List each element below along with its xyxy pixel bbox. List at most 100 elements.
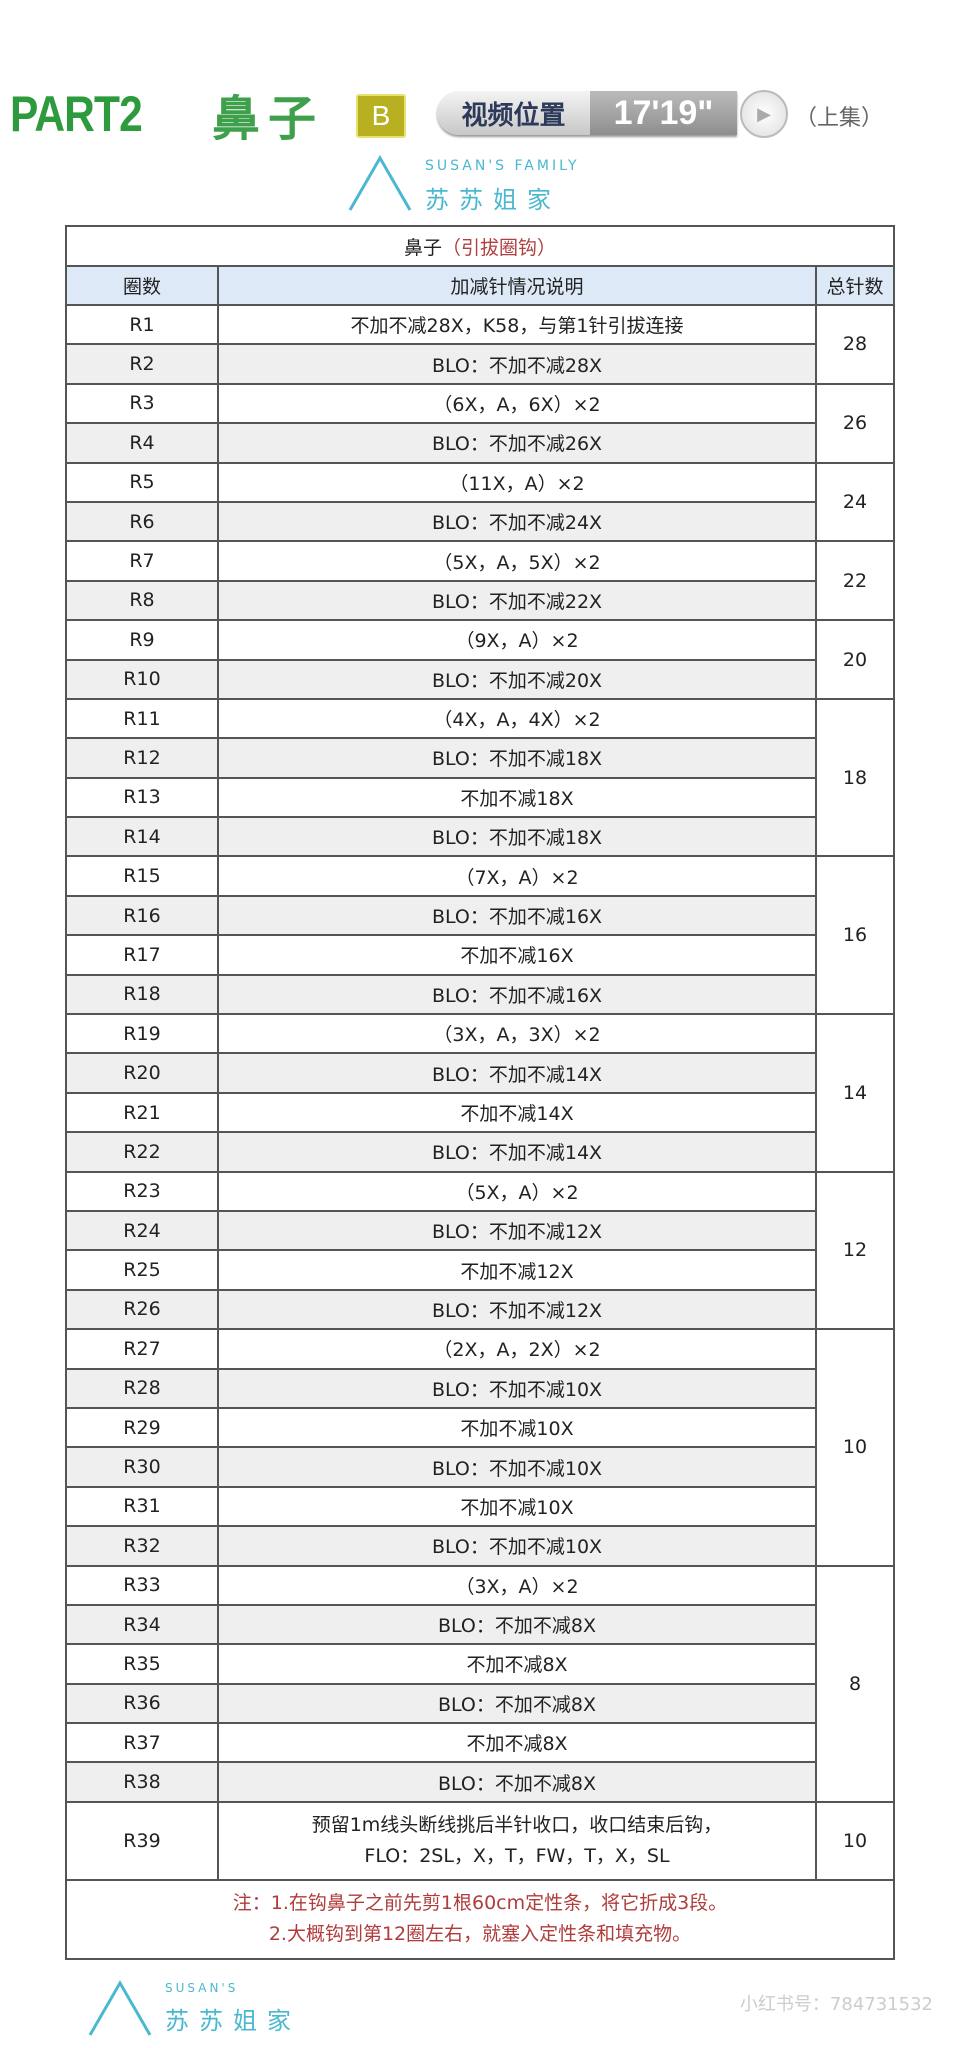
instruction-line: BLO：不加不减14X <box>431 1063 603 1086</box>
total-stitches-cell: 22 <box>815 540 895 622</box>
round-cell: R31 <box>65 1485 219 1528</box>
table-row: R38 BLO：不加不减8X <box>65 1761 894 1803</box>
instruction-line: BLO：不加不减8X <box>437 1615 596 1638</box>
table-row: R36 BLO：不加不减8X <box>65 1682 894 1725</box>
instruction-cell: BLO：不加不减12X <box>217 1288 817 1331</box>
table-row: R19 （3X，A，3X）×2 14 <box>65 1013 895 1173</box>
total-stitches-cell: 28 <box>815 304 895 385</box>
table-row: R37 不加不减8X <box>65 1722 894 1764</box>
round-cell: R8 <box>65 579 219 622</box>
round-cell: R24 <box>65 1209 219 1252</box>
instruction-cell: （6X，A，6X）×2 <box>217 382 817 425</box>
round-cell: R12 <box>65 737 219 779</box>
table-row: R16 BLO：不加不减16X <box>65 894 894 937</box>
instruction-cell: BLO：不加不减8X <box>217 1682 817 1725</box>
instruction-cell: （9X，A）×2 <box>217 619 817 661</box>
column-header-instructions: 加减针情况说明 <box>217 265 817 306</box>
instruction-cell: 不加不减12X <box>217 1249 817 1291</box>
round-cell: R11 <box>65 697 219 740</box>
round-cell: R26 <box>65 1288 219 1331</box>
round-cell: R38 <box>65 1761 219 1803</box>
round-cell: R25 <box>65 1249 219 1291</box>
table-row: R7 （5X，A，5X）×2 22 <box>65 540 895 622</box>
table-row: R12 BLO：不加不减18X <box>65 737 894 779</box>
round-cell: R28 <box>65 1367 219 1409</box>
instruction-cell: 不加不减14X <box>217 1091 817 1134</box>
instruction-cell: BLO：不加不减10X <box>217 1367 817 1409</box>
total-stitches-cell: 10 <box>815 1800 895 1881</box>
instruction-cell: 不加不减8X <box>217 1722 817 1764</box>
note-line: 2.大概钩到第12圈左右，就塞入定性条和填充物。 <box>268 1923 692 1946</box>
round-cell: R39 <box>65 1800 219 1881</box>
table-row: R11 （4X，A，4X）×2 18 <box>65 697 895 858</box>
table-row: R27 （2X，A，2X）×2 10 <box>65 1328 895 1567</box>
instruction-line: 不加不减18X <box>460 787 574 810</box>
table-row: R23 （5X，A）×2 12 <box>65 1170 895 1331</box>
round-cell: R7 <box>65 540 219 582</box>
total-stitches-cell: 18 <box>815 697 895 858</box>
instruction-cell: BLO：不加不减18X <box>217 737 817 779</box>
instruction-cell: BLO：不加不减18X <box>217 816 817 858</box>
instruction-line: （5X，A）×2 <box>455 1181 579 1204</box>
instruction-line: BLO：不加不减12X <box>431 1299 603 1322</box>
table-row: R24 BLO：不加不减12X <box>65 1209 894 1252</box>
part-name: 鼻子 <box>212 91 325 147</box>
instruction-cell: BLO：不加不减22X <box>217 579 817 622</box>
footer-watermark: 小红书号：784731532 <box>739 1994 933 2015</box>
table-row: R17 不加不减16X <box>65 934 894 976</box>
table-row: R35 不加不减8X <box>65 1643 894 1685</box>
table-row: R20 BLO：不加不减14X <box>65 1052 894 1094</box>
instruction-line: 预留1m线头断线挑后半针收口，收口结束后钩， <box>311 1814 723 1837</box>
instruction-cell: BLO：不加不减8X <box>217 1603 817 1646</box>
table-row: R2 BLO：不加不减28X <box>65 343 894 385</box>
table-row: R4 BLO：不加不减26X <box>65 422 894 464</box>
round-cell: R32 <box>65 1525 219 1567</box>
total-stitches-cell: 8 <box>815 1564 895 1803</box>
round-cell: R2 <box>65 343 219 385</box>
round-cell: R29 <box>65 1406 219 1449</box>
column-header-round: 圈数 <box>65 265 219 306</box>
instruction-line: BLO：不加不减8X <box>437 1772 596 1795</box>
notes-cell: 注：1.在钩鼻子之前先剪1根60cm定性条，将它折成3段。 2.大概钩到第12圈左… <box>65 1878 895 1960</box>
instruction-cell: （4X，A，4X）×2 <box>217 697 817 740</box>
round-cell: R21 <box>65 1091 219 1134</box>
table-row: R22 BLO：不加不减14X <box>65 1131 894 1173</box>
total-stitches-cell: 26 <box>815 382 895 464</box>
instruction-line: （6X，A，6X）×2 <box>433 393 601 416</box>
round-cell: R1 <box>65 303 219 346</box>
column-header-total: 总针数 <box>815 265 895 306</box>
total-stitches-cell: 12 <box>815 1170 895 1331</box>
instruction-line: （9X，A）×2 <box>455 630 579 653</box>
video-position-label: 视频位置 <box>461 100 566 131</box>
round-cell: R20 <box>65 1052 219 1094</box>
instruction-line: 不加不减12X <box>460 1260 574 1283</box>
table-row: R10 BLO：不加不减20X <box>65 658 894 700</box>
instruction-line: BLO：不加不减18X <box>431 827 603 850</box>
page-title: PART2 鼻子 <box>10 86 324 147</box>
round-cell: R16 <box>65 894 219 937</box>
table-row: R39 预留1m线头断线挑后半针收口，收口结束后钩， FLO：2SL，X，T，FW，… <box>65 1800 895 1881</box>
instruction-line: BLO：不加不减10X <box>431 1536 603 1559</box>
instruction-cell: 不加不减18X <box>217 776 817 819</box>
instruction-cell: 不加不减10X <box>217 1485 817 1528</box>
instruction-line: 不加不减8X <box>466 1654 568 1677</box>
instruction-line: BLO：不加不减16X <box>431 984 603 1007</box>
table-row: R5 （11X，A）×2 24 <box>65 461 895 543</box>
round-cell: R17 <box>65 934 219 976</box>
table-row: R18 BLO：不加不减16X <box>65 973 894 1016</box>
round-cell: R23 <box>65 1170 219 1212</box>
instruction-line: 不加不减28X，K58，与第1针引拔连接 <box>350 315 684 338</box>
part-label: PART2 <box>10 86 143 142</box>
round-cell: R13 <box>65 776 219 819</box>
table-row: R26 BLO：不加不减12X <box>65 1288 894 1331</box>
total-stitches-cell: 10 <box>815 1328 895 1567</box>
instruction-line: BLO：不加不减24X <box>431 512 603 535</box>
instruction-line: BLO：不加不减14X <box>431 1142 603 1165</box>
instruction-cell: 不加不减16X <box>217 934 817 976</box>
round-cell: R5 <box>65 461 219 503</box>
instruction-cell: 不加不减28X，K58，与第1针引拔连接 <box>217 303 817 346</box>
play-icon[interactable]: ▶ <box>740 90 788 138</box>
instruction-cell: BLO：不加不减14X <box>217 1052 817 1094</box>
instruction-cell: 预留1m线头断线挑后半针收口，收口结束后钩， FLO：2SL，X，T，FW，T，X… <box>217 1800 817 1881</box>
instruction-cell: BLO：不加不减20X <box>217 658 817 700</box>
